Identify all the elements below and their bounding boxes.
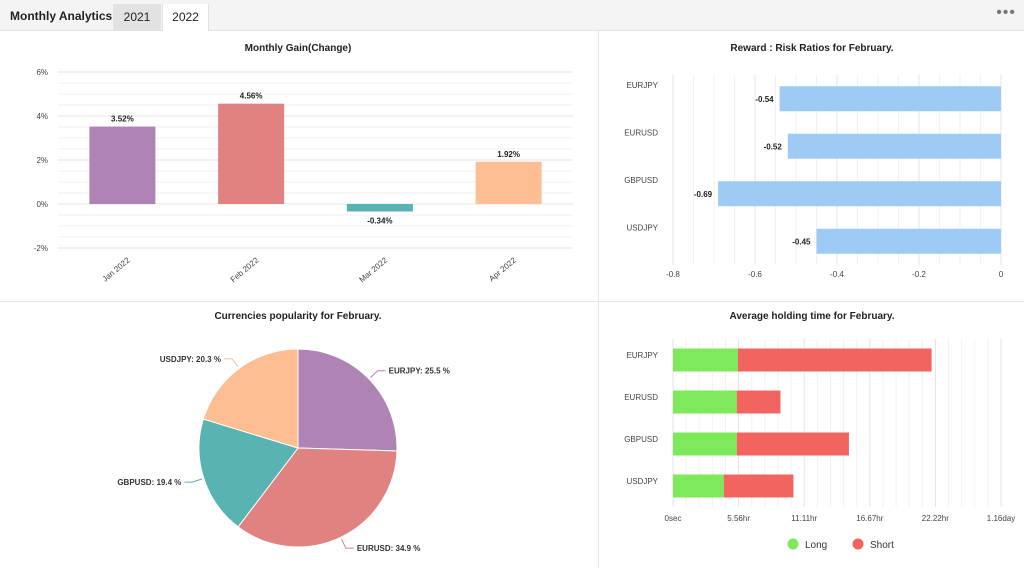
y-tick-label: 4% <box>36 112 48 121</box>
bar <box>89 126 156 204</box>
bar-segment-long <box>673 348 738 372</box>
bar <box>787 133 1001 159</box>
slice-label: EURUSD: 34.9 % <box>357 544 421 553</box>
category-label: GBPUSD <box>624 176 658 185</box>
data-label: 4.56% <box>240 92 263 101</box>
category-label: USDJPY <box>626 223 658 232</box>
pie-slice <box>198 418 299 528</box>
x-tick-label: -0.6 <box>748 270 762 279</box>
data-label: -0.45 <box>792 237 811 246</box>
holding-time-chart: Average holding time for February. 0sec 5… <box>624 311 1015 551</box>
y-tick-label: -2% <box>34 244 48 253</box>
chart-title: Average holding time for February. <box>729 311 894 322</box>
legend-label: Short <box>870 540 894 551</box>
label-connector <box>184 478 203 483</box>
bar <box>346 204 413 212</box>
bar-segment-short <box>736 432 849 456</box>
data-label: 3.52% <box>111 115 134 124</box>
bar-segment-short <box>737 348 932 372</box>
category-label: USDJPY <box>626 477 658 486</box>
data-label: -0.34% <box>367 216 392 225</box>
tab-bar: Monthly Analytics 2021 2022 ••• <box>0 0 1024 31</box>
slice-label: GBPUSD: 19.4 % <box>117 478 181 487</box>
bar-segment-long <box>673 390 737 414</box>
y-tick-label: 0% <box>36 200 48 209</box>
x-tick-label: -0.2 <box>912 270 926 279</box>
bar-segment-short <box>736 390 781 414</box>
category-label: EURUSD <box>624 128 658 137</box>
slice-label: USDJPY: 20.3 % <box>160 355 221 364</box>
x-tick-label: Jan 2022 <box>101 255 132 283</box>
bar-segment-short <box>723 474 794 498</box>
y-tick-label: 2% <box>36 156 48 165</box>
chart-title: Currencies popularity for February. <box>214 311 381 322</box>
x-tick-label: 5.56hr <box>727 514 750 523</box>
y-tick-label: 6% <box>36 68 48 77</box>
label-connector <box>223 358 239 368</box>
label-connector <box>370 370 386 379</box>
bar <box>718 181 1001 207</box>
bar-segment-long <box>673 474 724 498</box>
x-tick-label: Apr 2022 <box>487 255 518 283</box>
slice-label: EURJPY: 25.5 % <box>389 367 450 376</box>
page-title: Monthly Analytics <box>10 9 113 23</box>
data-label: 1.92% <box>497 150 520 159</box>
panel-divider-horizontal <box>0 301 1024 302</box>
bar <box>475 161 542 204</box>
legend-marker <box>852 538 864 550</box>
x-tick-label: 22.22hr <box>922 514 949 523</box>
reward-risk-chart: Reward : Risk Ratios for February. -0.8 -… <box>624 43 1004 279</box>
chart-title: Reward : Risk Ratios for February. <box>730 43 893 54</box>
x-tick-label: 11.11hr <box>791 514 817 523</box>
data-label: -0.69 <box>694 190 713 199</box>
category-label: GBPUSD <box>624 435 658 444</box>
data-label: -0.54 <box>755 95 774 104</box>
x-tick-label: Mar 2022 <box>357 255 389 284</box>
category-label: EURJPY <box>626 351 658 360</box>
more-horizontal-icon[interactable]: ••• <box>996 4 1016 21</box>
x-tick-label: 16.67hr <box>856 514 883 523</box>
legend-label: Long <box>805 540 827 551</box>
x-tick-label: 0 <box>999 270 1004 279</box>
bar-segment-long <box>673 432 737 456</box>
tab-2022[interactable]: 2022 <box>162 4 209 31</box>
pie-slice <box>202 348 299 449</box>
x-tick-label: 0sec <box>665 514 682 523</box>
bar <box>218 103 285 204</box>
pie-slice <box>237 447 398 548</box>
chart-title: Monthly Gain(Change) <box>245 43 352 54</box>
panel-divider-vertical <box>598 31 599 568</box>
data-label: -0.52 <box>764 142 783 151</box>
legend-marker <box>787 538 799 550</box>
x-tick-label: -0.4 <box>830 270 844 279</box>
x-tick-label: Feb 2022 <box>229 255 261 284</box>
tab-2021[interactable]: 2021 <box>113 4 161 31</box>
category-label: EURUSD <box>624 393 658 402</box>
x-tick-label: 1.16day <box>987 514 1015 523</box>
bar <box>816 228 1001 254</box>
monthly-gain-chart: Monthly Gain(Change) 6% 4% 2% 0% -2% 3.52% Jan… <box>34 43 573 284</box>
category-label: EURJPY <box>626 81 658 90</box>
x-tick-label: -0.8 <box>666 270 680 279</box>
bar <box>779 86 1001 112</box>
pie-slice <box>297 348 398 452</box>
currencies-popularity-chart: Currencies popularity for February. EURJ… <box>117 311 450 553</box>
label-connector <box>341 538 354 549</box>
